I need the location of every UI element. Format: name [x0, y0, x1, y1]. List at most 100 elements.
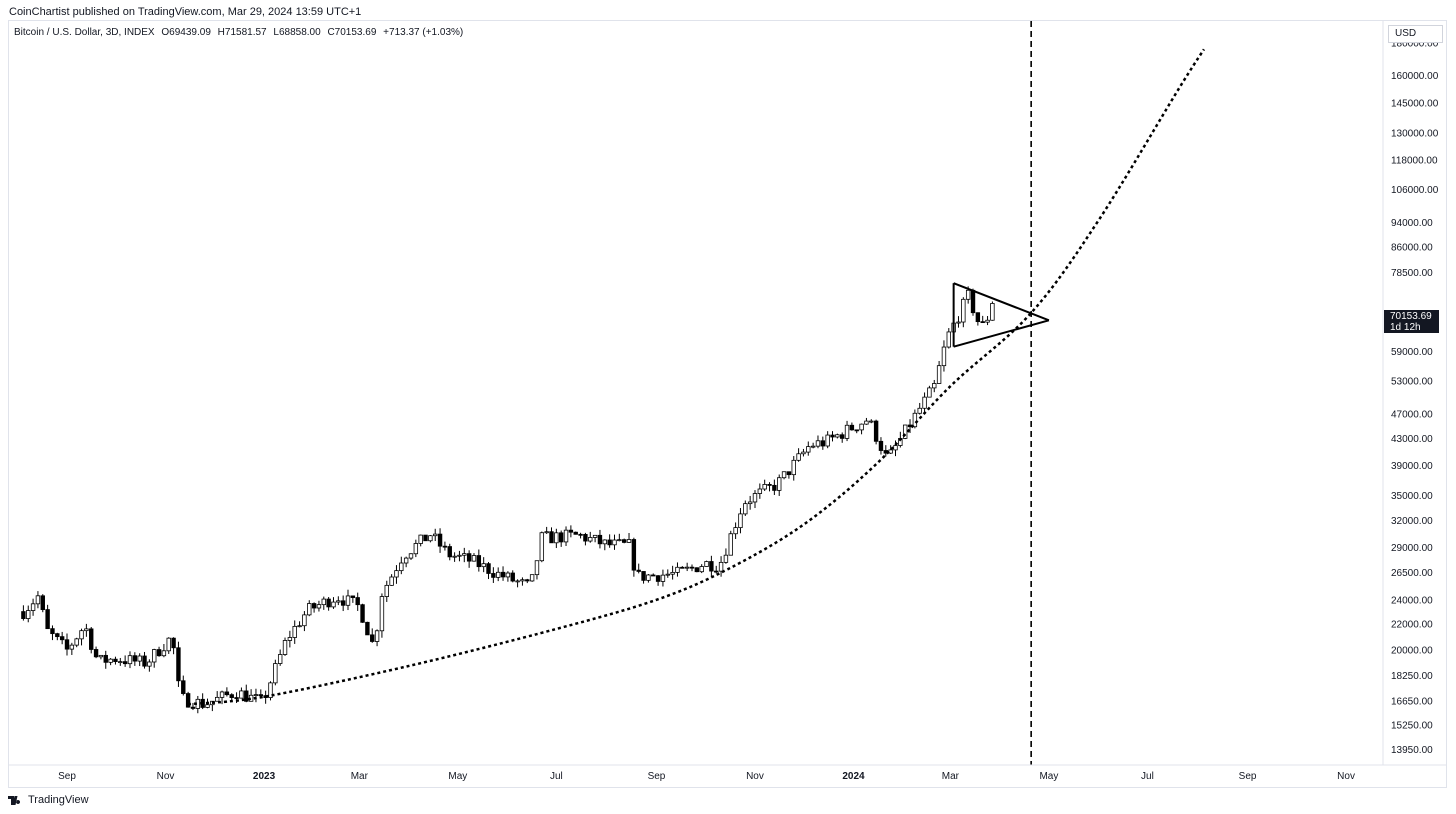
candle[interactable] [743, 500, 748, 516]
candle[interactable] [331, 597, 336, 609]
candle[interactable] [122, 655, 128, 667]
candle[interactable] [297, 621, 302, 628]
candle[interactable] [423, 534, 428, 542]
candle[interactable] [273, 659, 278, 686]
candle[interactable] [500, 566, 506, 581]
candle[interactable] [244, 684, 249, 703]
candle[interactable] [583, 532, 588, 546]
candle[interactable] [985, 316, 990, 326]
candle[interactable] [59, 631, 65, 645]
candle[interactable] [394, 565, 399, 584]
candle[interactable] [292, 620, 297, 644]
candle[interactable] [413, 539, 419, 558]
candle[interactable] [277, 649, 283, 666]
candle[interactable] [539, 531, 545, 563]
candle[interactable] [307, 600, 312, 617]
candle[interactable] [491, 567, 496, 583]
candle[interactable] [932, 379, 937, 393]
candle[interactable] [103, 650, 108, 669]
candle[interactable] [21, 605, 26, 621]
candle[interactable] [806, 441, 811, 456]
candle[interactable] [462, 547, 467, 563]
candle[interactable] [302, 611, 307, 632]
candle[interactable] [471, 553, 477, 562]
candle[interactable] [529, 574, 535, 582]
candle[interactable] [200, 693, 205, 710]
candle[interactable] [864, 417, 869, 425]
candle[interactable] [127, 651, 133, 669]
candle[interactable] [631, 537, 637, 577]
candle[interactable] [558, 530, 564, 547]
candle[interactable] [113, 656, 118, 665]
candle[interactable] [592, 534, 598, 543]
candle[interactable] [617, 533, 622, 542]
candle[interactable] [142, 651, 147, 669]
candle[interactable] [699, 564, 704, 574]
candle[interactable] [476, 549, 482, 572]
candle[interactable] [917, 402, 922, 415]
candle[interactable] [365, 621, 370, 636]
candle[interactable] [830, 431, 835, 442]
candle[interactable] [370, 628, 375, 643]
candle[interactable] [515, 579, 520, 588]
candle[interactable] [40, 594, 45, 613]
candle[interactable] [442, 541, 448, 551]
candle[interactable] [854, 429, 859, 434]
candle[interactable] [810, 442, 816, 449]
candle[interactable] [660, 569, 666, 587]
candle[interactable] [360, 603, 365, 623]
candle[interactable] [93, 646, 99, 659]
candle[interactable] [268, 681, 273, 701]
candle[interactable] [433, 528, 438, 542]
candle[interactable] [181, 675, 186, 696]
candle[interactable] [84, 623, 89, 637]
candle[interactable] [520, 577, 525, 586]
candle[interactable] [786, 471, 792, 479]
candle[interactable] [224, 687, 230, 697]
candle[interactable] [525, 578, 530, 584]
candle[interactable] [869, 419, 874, 424]
candle[interactable] [345, 589, 351, 611]
candle[interactable] [64, 633, 70, 656]
candle[interactable] [374, 629, 380, 647]
candle[interactable] [941, 340, 947, 372]
candle[interactable] [282, 637, 288, 656]
candle[interactable] [534, 560, 540, 580]
candle[interactable] [428, 535, 433, 543]
candle[interactable] [549, 527, 554, 544]
parabolic-curve-line[interactable] [188, 48, 1206, 706]
candle[interactable] [588, 531, 593, 543]
candle[interactable] [728, 530, 733, 556]
candle[interactable] [350, 595, 356, 603]
candle[interactable] [641, 571, 646, 584]
candle[interactable] [554, 528, 559, 549]
candle[interactable] [152, 648, 157, 668]
candle[interactable] [132, 652, 138, 666]
candle[interactable] [980, 315, 985, 324]
candle[interactable] [738, 508, 743, 534]
candle[interactable] [777, 474, 782, 496]
candle[interactable] [835, 433, 840, 439]
candle[interactable] [767, 482, 772, 492]
candle[interactable] [922, 392, 927, 413]
candle[interactable] [946, 328, 951, 349]
candle[interactable] [544, 526, 549, 534]
candle[interactable] [161, 644, 167, 658]
candle[interactable] [457, 550, 462, 562]
candle[interactable] [840, 432, 845, 443]
candle[interactable] [287, 630, 293, 648]
candle[interactable] [733, 522, 738, 540]
candle[interactable] [612, 534, 617, 550]
candle[interactable] [326, 597, 331, 611]
candle[interactable] [185, 691, 191, 708]
candle[interactable] [607, 534, 612, 548]
candle[interactable] [655, 575, 661, 586]
candle[interactable] [772, 479, 777, 495]
candle[interactable] [718, 556, 724, 577]
candle[interactable] [873, 419, 879, 445]
candle[interactable] [389, 574, 394, 586]
candle[interactable] [602, 539, 607, 551]
candle[interactable] [796, 448, 801, 462]
candle[interactable] [316, 600, 322, 612]
candle[interactable] [45, 604, 50, 630]
